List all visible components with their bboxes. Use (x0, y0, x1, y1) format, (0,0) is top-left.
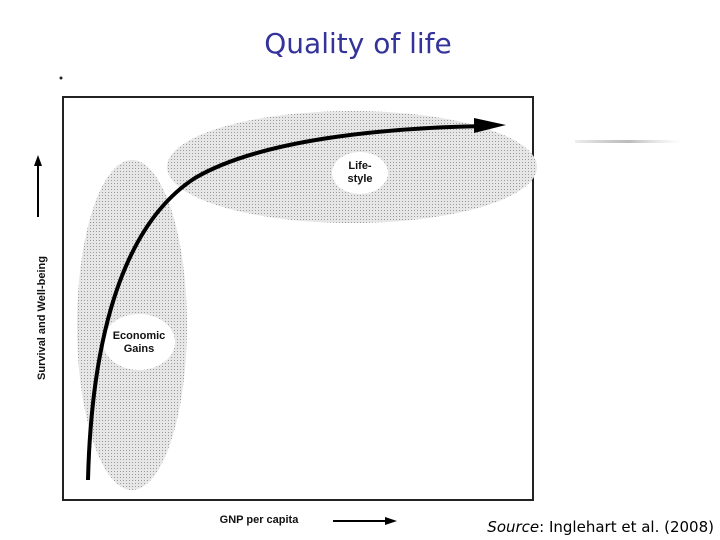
source-note: Source: Inglehart et al. (2008) (487, 518, 714, 536)
region-label-bg (103, 314, 175, 370)
y-axis-label: Survival and Well-being (36, 256, 48, 380)
source-text: : Inglehart et al. (2008) (539, 518, 714, 536)
region-label: Gains (124, 343, 155, 355)
axis-arrow-head (34, 155, 42, 166)
region-label-bg (332, 152, 388, 194)
region-label: Economic (113, 330, 166, 342)
axis-arrow-head (385, 517, 397, 525)
decor-line (575, 140, 683, 143)
bullet-dot (59, 76, 63, 80)
region-label: style (347, 173, 372, 185)
trend-curve (86, 124, 486, 481)
region-label: Life- (348, 160, 372, 172)
source-label: Source (487, 518, 539, 536)
slide-title: Quality of life (264, 27, 451, 60)
x-axis-label: GNP per capita (220, 514, 300, 526)
arrow-head (474, 118, 506, 133)
